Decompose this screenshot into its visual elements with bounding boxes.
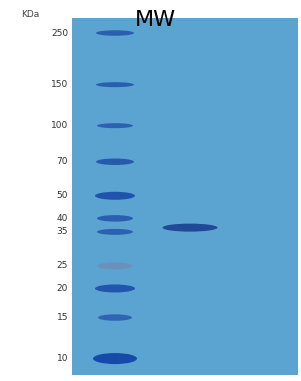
Ellipse shape <box>97 123 133 128</box>
Ellipse shape <box>98 314 132 321</box>
Text: 35: 35 <box>57 227 68 236</box>
Text: 70: 70 <box>57 157 68 166</box>
Text: 100: 100 <box>51 121 68 130</box>
Text: 20: 20 <box>57 284 68 293</box>
Text: MW: MW <box>135 10 175 30</box>
Ellipse shape <box>93 353 137 364</box>
Ellipse shape <box>97 215 133 222</box>
Text: KDa: KDa <box>21 10 39 19</box>
Text: 250: 250 <box>51 29 68 37</box>
Text: 50: 50 <box>57 191 68 200</box>
Text: 15: 15 <box>57 313 68 322</box>
Bar <box>72 18 298 375</box>
Ellipse shape <box>96 82 134 87</box>
Text: 10: 10 <box>57 354 68 363</box>
Ellipse shape <box>97 229 133 235</box>
Ellipse shape <box>96 30 134 36</box>
Ellipse shape <box>163 224 218 232</box>
Text: 25: 25 <box>57 261 68 271</box>
Ellipse shape <box>96 158 134 165</box>
Ellipse shape <box>95 285 135 293</box>
Ellipse shape <box>95 192 135 200</box>
Text: 40: 40 <box>57 214 68 223</box>
Ellipse shape <box>98 263 132 269</box>
Text: 150: 150 <box>51 80 68 89</box>
